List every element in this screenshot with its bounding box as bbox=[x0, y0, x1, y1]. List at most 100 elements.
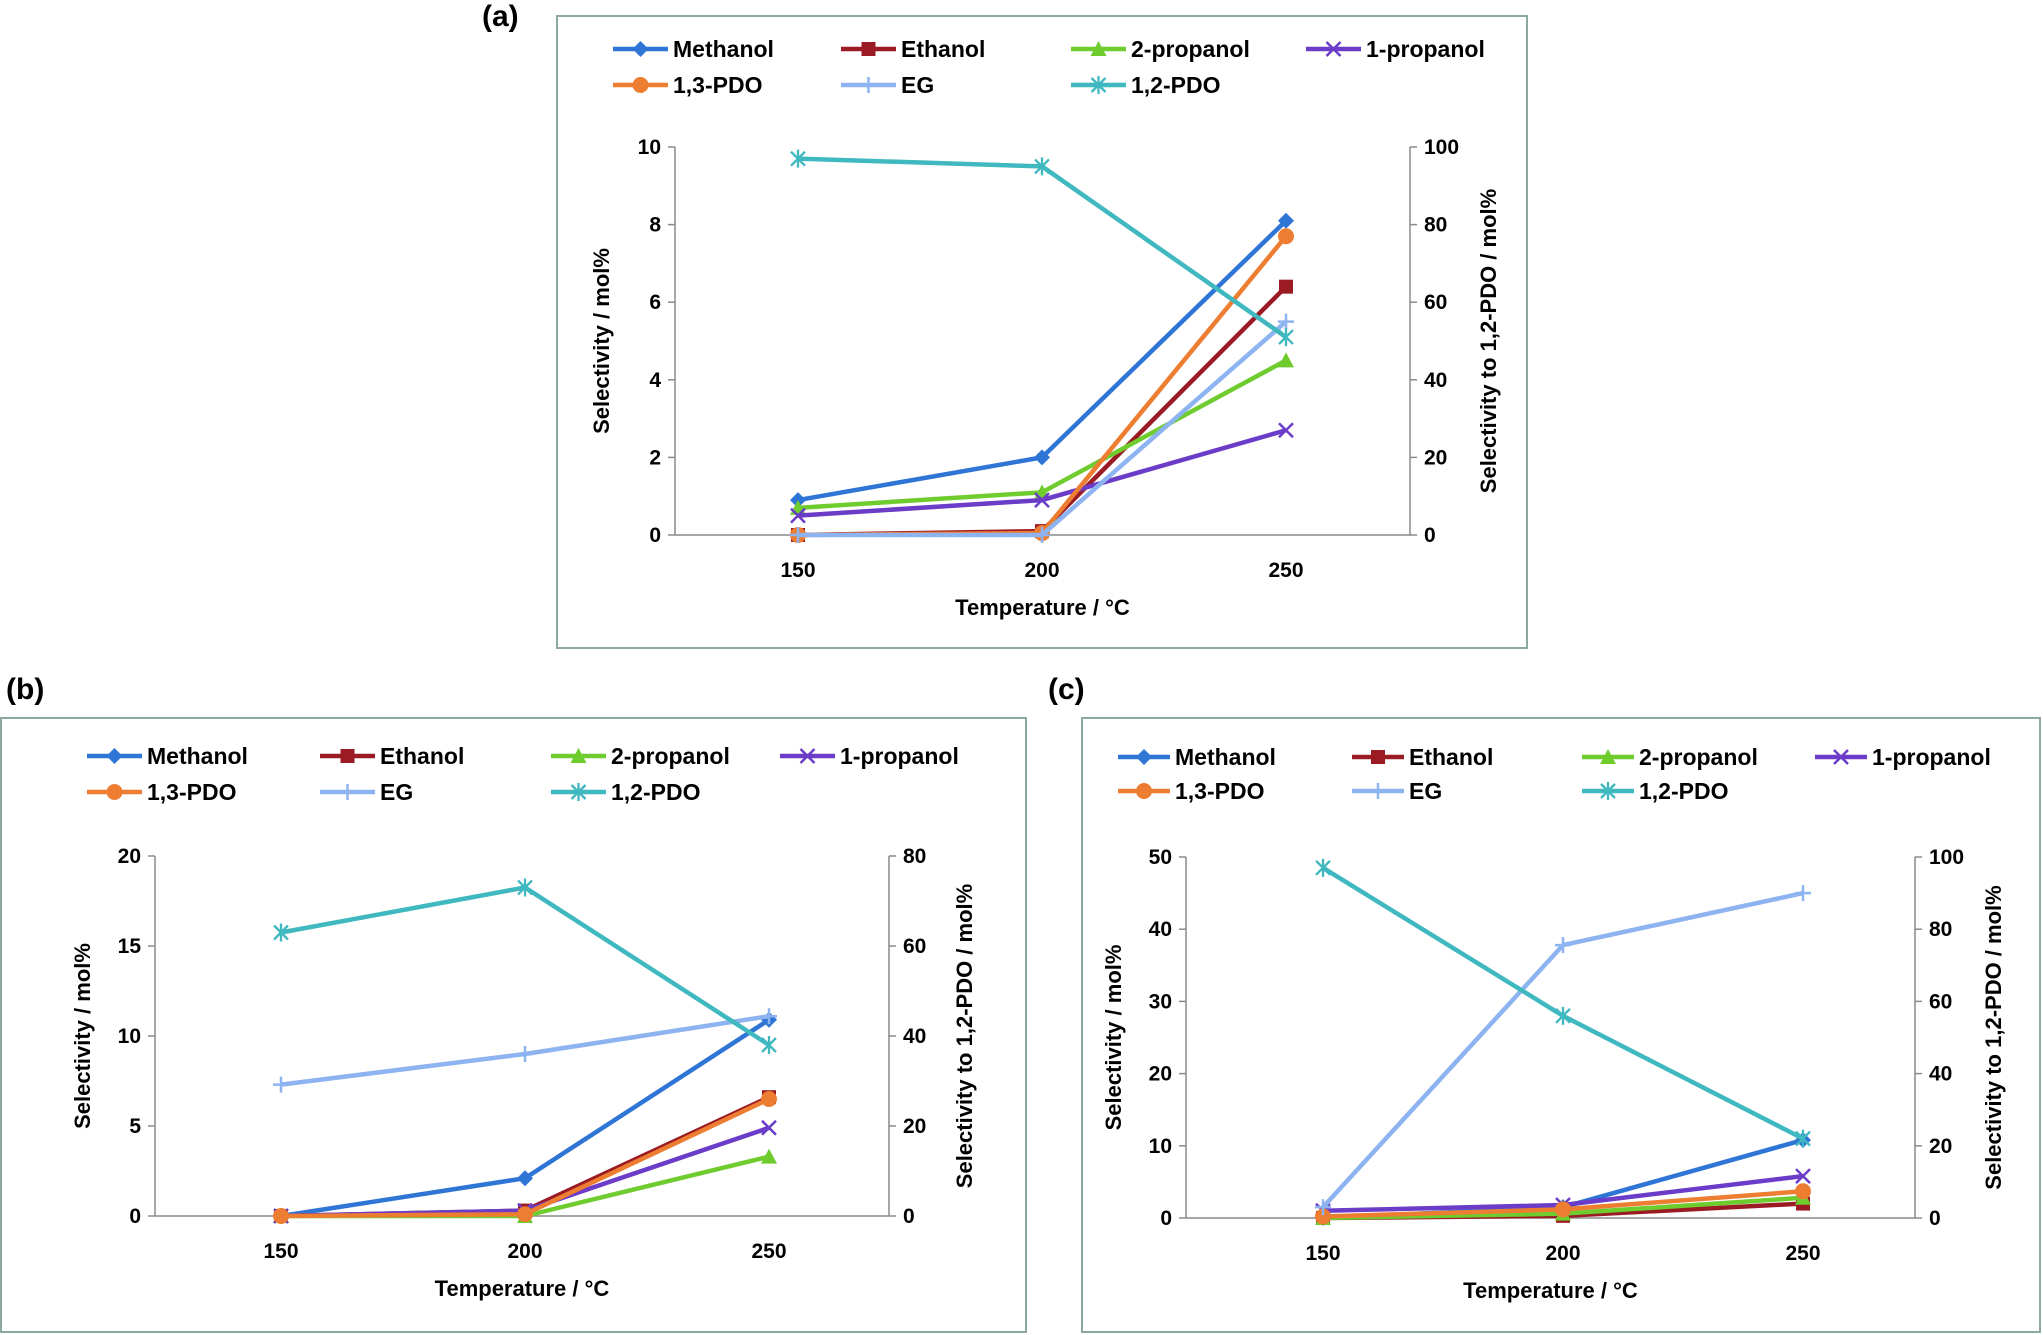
b-point-1-3-pdo bbox=[517, 1206, 533, 1223]
c-legend-marker-ethanol bbox=[1371, 750, 1385, 764]
c-point-1-3-pdo bbox=[1795, 1183, 1811, 1200]
c-right-tick-label: 80 bbox=[1929, 918, 1952, 941]
panel-label-b: (b) bbox=[6, 673, 45, 706]
b-right-tick-label: 40 bbox=[903, 1025, 926, 1048]
b-point-1-3-pdo bbox=[761, 1091, 777, 1107]
panel-label-a: (a) bbox=[482, 0, 519, 33]
chart-panel-b: 0 5 10 15 20 0 20 40 60 80 150 200 250 Temperature / … bbox=[0, 717, 1027, 1333]
b-series-line-1-3-pdo bbox=[280, 1096, 770, 1219]
chart-panel-a: 0 2 4 6 8 10 0 20 40 60 80 100 150 200 250 Temperature … bbox=[556, 15, 1528, 649]
b-point-1-propanol bbox=[761, 1119, 777, 1136]
b-point-methanol bbox=[517, 1170, 533, 1187]
b-x-tick-label: 250 bbox=[751, 1240, 786, 1263]
b-x-axis-title: Temperature / °C bbox=[435, 1276, 610, 1301]
c-left-tick-label: 40 bbox=[1149, 918, 1172, 941]
a-right-tick-label: 100 bbox=[1424, 136, 1459, 159]
c-legend-marker-eg bbox=[1370, 783, 1386, 799]
c-legend-label-1-propanol: 1-propanol bbox=[1872, 744, 1991, 770]
a-right-tick-label: 60 bbox=[1424, 291, 1447, 314]
c-legend-marker-1-2-pdo bbox=[1600, 782, 1616, 800]
a-legend-marker-1-propanol bbox=[1325, 41, 1342, 57]
a-legend-label-1-propanol: 1-propanol bbox=[1366, 36, 1485, 62]
c-legend-label-1-3-pdo: 1,3-PDO bbox=[1175, 778, 1264, 804]
a-point-1-propanol bbox=[790, 507, 806, 524]
a-point-1-2-pdo bbox=[790, 149, 806, 168]
chart-c-svg: 0 10 20 30 40 50 0 20 40 60 80 100 150 200 250 Temperat… bbox=[1101, 744, 2006, 1303]
c-x-tick-label: 250 bbox=[1785, 1242, 1820, 1265]
b-legend-marker-eg bbox=[339, 784, 356, 800]
c-point-1-propanol bbox=[1795, 1168, 1811, 1185]
c-legend-label-methanol: Methanol bbox=[1175, 744, 1276, 770]
a-legend-marker-1-2-pdo bbox=[1090, 76, 1107, 94]
a-point-1-propanol bbox=[1278, 422, 1294, 439]
a-left-tick-label: 8 bbox=[649, 214, 661, 237]
b-left-tick-label: 20 bbox=[118, 845, 141, 868]
c-left-tick-label: 50 bbox=[1149, 846, 1172, 869]
a-legend-label-1-2-pdo: 1,2-PDO bbox=[1131, 72, 1220, 98]
a-legend-label-1-3-pdo: 1,3-PDO bbox=[673, 72, 762, 98]
b-legend-label-ethanol: Ethanol bbox=[380, 743, 464, 769]
a-point-2-propanol bbox=[1278, 352, 1294, 368]
a-legend-marker-ethanol bbox=[861, 42, 876, 56]
b-right-tick-label: 20 bbox=[903, 1115, 926, 1138]
c-legend-marker-2-propanol bbox=[1600, 749, 1616, 764]
b-point-eg bbox=[517, 1046, 533, 1062]
b-legend-label-2-propanol: 2-propanol bbox=[611, 743, 730, 769]
b-point-1-3-pdo bbox=[273, 1208, 289, 1224]
b-legend-label-1-2-pdo: 1,2-PDO bbox=[611, 779, 700, 805]
a-point-1-3-pdo bbox=[1278, 228, 1294, 245]
a-left-tick-label: 10 bbox=[638, 136, 661, 159]
b-left-tick-label: 5 bbox=[129, 1115, 141, 1138]
a-legend-label-eg: EG bbox=[901, 72, 934, 98]
a-legend-label-ethanol: Ethanol bbox=[901, 36, 985, 62]
c-right-tick-label: 40 bbox=[1929, 1063, 1952, 1086]
b-right-tick-label: 0 bbox=[903, 1205, 915, 1228]
c-point-1-2-pdo bbox=[1795, 1129, 1811, 1148]
c-right-tick-label: 100 bbox=[1929, 846, 1964, 869]
c-left-tick-label: 0 bbox=[1160, 1207, 1172, 1230]
b-legend-marker-1-propanol bbox=[799, 748, 816, 764]
b-y2-axis-title: Selectivity to 1,2-PDO / mol% bbox=[952, 884, 977, 1188]
a-point-eg bbox=[1034, 527, 1050, 543]
c-right-tick-label: 0 bbox=[1929, 1207, 1941, 1230]
a-left-tick-label: 6 bbox=[649, 291, 661, 314]
a-legend-marker-eg bbox=[860, 77, 877, 93]
a-left-tick-label: 4 bbox=[649, 369, 661, 392]
b-series-line-ethanol bbox=[280, 1095, 770, 1219]
c-x-axis-title: Temperature / °C bbox=[1463, 1278, 1638, 1303]
b-x-tick-label: 200 bbox=[507, 1240, 542, 1263]
c-point-eg bbox=[1315, 1199, 1331, 1216]
chart-panel-c: 0 10 20 30 40 50 0 20 40 60 80 100 150 200 250 Temperat… bbox=[1081, 717, 2041, 1333]
c-point-1-2-pdo bbox=[1555, 1006, 1571, 1025]
b-legend-label-eg: EG bbox=[380, 779, 413, 805]
b-y-axis-title: Selectivity / mol% bbox=[70, 943, 95, 1129]
b-right-tick-label: 60 bbox=[903, 935, 926, 958]
b-right-tick-label: 80 bbox=[903, 845, 926, 868]
c-legend-label-ethanol: Ethanol bbox=[1409, 744, 1493, 770]
c-left-tick-label: 10 bbox=[1149, 1135, 1172, 1158]
b-left-tick-label: 0 bbox=[129, 1205, 141, 1228]
a-x-tick-label: 200 bbox=[1024, 559, 1059, 582]
c-right-tick-label: 60 bbox=[1929, 990, 1952, 1013]
c-legend-marker-1-propanol bbox=[1833, 749, 1849, 765]
a-point-methanol bbox=[1278, 212, 1294, 229]
b-point-1-2-pdo bbox=[273, 923, 289, 942]
c-point-eg bbox=[1795, 885, 1811, 902]
c-point-1-3-pdo bbox=[1315, 1208, 1331, 1225]
a-point-ethanol bbox=[1279, 279, 1293, 294]
a-point-1-2-pdo bbox=[1034, 157, 1050, 176]
a-y-axis-title: Selectivity / mol% bbox=[589, 248, 614, 434]
c-left-tick-label: 30 bbox=[1149, 990, 1172, 1013]
a-right-tick-label: 40 bbox=[1424, 369, 1447, 392]
a-right-tick-label: 80 bbox=[1424, 214, 1447, 237]
b-legend-label-methanol: Methanol bbox=[147, 743, 248, 769]
a-x-tick-label: 150 bbox=[780, 559, 815, 582]
a-point-methanol bbox=[1034, 449, 1050, 466]
c-legend-label-eg: EG bbox=[1409, 778, 1442, 804]
b-point-eg bbox=[761, 1008, 777, 1025]
b-point-eg bbox=[273, 1076, 289, 1093]
c-point-1-2-pdo bbox=[1315, 858, 1331, 877]
c-x-tick-label: 200 bbox=[1545, 1242, 1580, 1265]
c-legend-label-2-propanol: 2-propanol bbox=[1639, 744, 1758, 770]
